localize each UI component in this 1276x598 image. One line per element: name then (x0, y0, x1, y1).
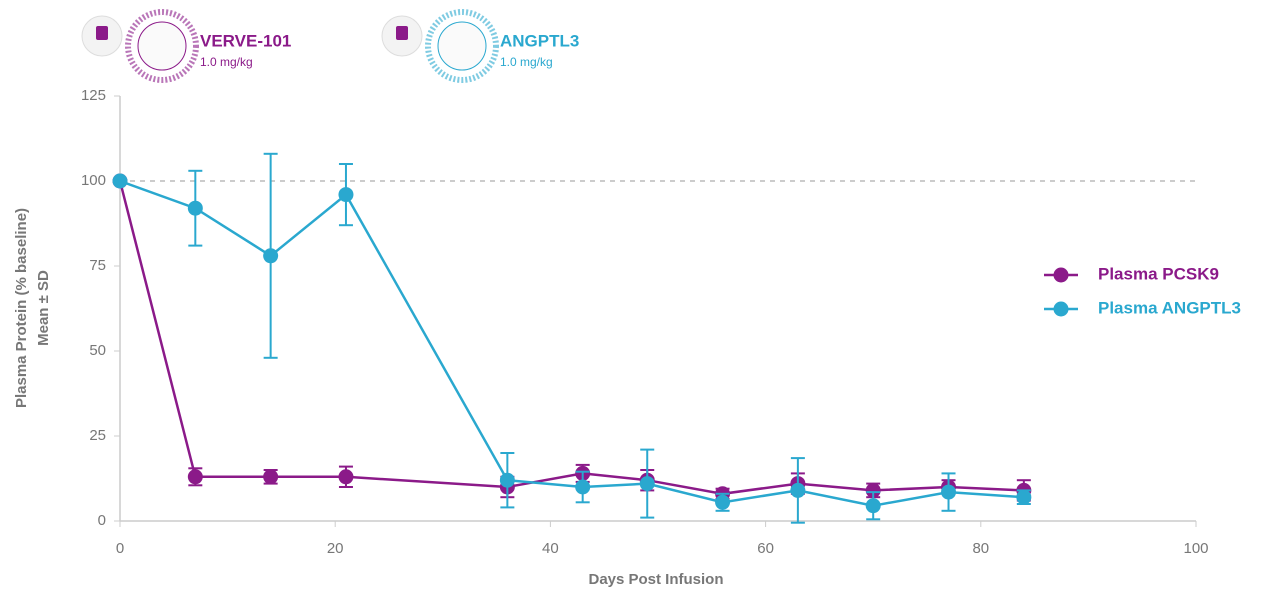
y-axis-label: Plasma Protein (% baseline) (13, 208, 30, 408)
data-point (941, 484, 957, 500)
data-point (263, 248, 279, 264)
icon-particle (425, 9, 499, 83)
x-tick-label: 0 (116, 540, 124, 557)
data-point (338, 469, 354, 485)
legend-marker (1053, 301, 1069, 317)
data-point (639, 476, 655, 492)
data-point (187, 200, 203, 216)
x-tick-label: 60 (757, 540, 774, 557)
y-tick-label: 100 (81, 172, 106, 189)
data-point (575, 479, 591, 495)
annotation-title: VERVE-101 (200, 31, 291, 50)
data-point (865, 498, 881, 514)
data-point (715, 494, 731, 510)
x-axis-label: Days Post Infusion (588, 571, 723, 588)
y-tick-label: 125 (81, 87, 106, 104)
annotation-subtitle: 1.0 mg/kg (200, 55, 253, 69)
legend-label: Plasma PCSK9 (1098, 264, 1219, 283)
legend-marker (1053, 267, 1069, 283)
x-tick-label: 20 (327, 540, 344, 557)
icon-particle-core (137, 21, 187, 71)
icon-bag (96, 26, 108, 40)
x-tick-label: 80 (972, 540, 989, 557)
data-point (790, 482, 806, 498)
data-point (112, 173, 128, 189)
y-tick-label: 50 (89, 342, 106, 359)
series-line (118, 180, 1024, 496)
y-tick-label: 0 (98, 512, 106, 529)
annotation-title: ANGPTL3 (500, 31, 579, 50)
icon-particle (125, 9, 199, 83)
icon-bag (396, 26, 408, 40)
legend-label: Plasma ANGPTL3 (1098, 298, 1241, 317)
x-tick-label: 100 (1183, 540, 1208, 557)
icon-particle-core (437, 21, 487, 71)
annotation-subtitle: 1.0 mg/kg (500, 55, 553, 69)
y-axis-label: Mean ± SD (35, 270, 52, 346)
x-tick-label: 40 (542, 540, 559, 557)
series-line (119, 179, 1024, 507)
data-point (865, 482, 881, 498)
data-point (263, 469, 279, 485)
data-point (338, 187, 354, 203)
y-tick-label: 25 (89, 427, 106, 444)
data-point (187, 469, 203, 485)
data-point (1016, 489, 1032, 505)
y-tick-label: 75 (89, 257, 106, 274)
data-point (499, 472, 515, 488)
